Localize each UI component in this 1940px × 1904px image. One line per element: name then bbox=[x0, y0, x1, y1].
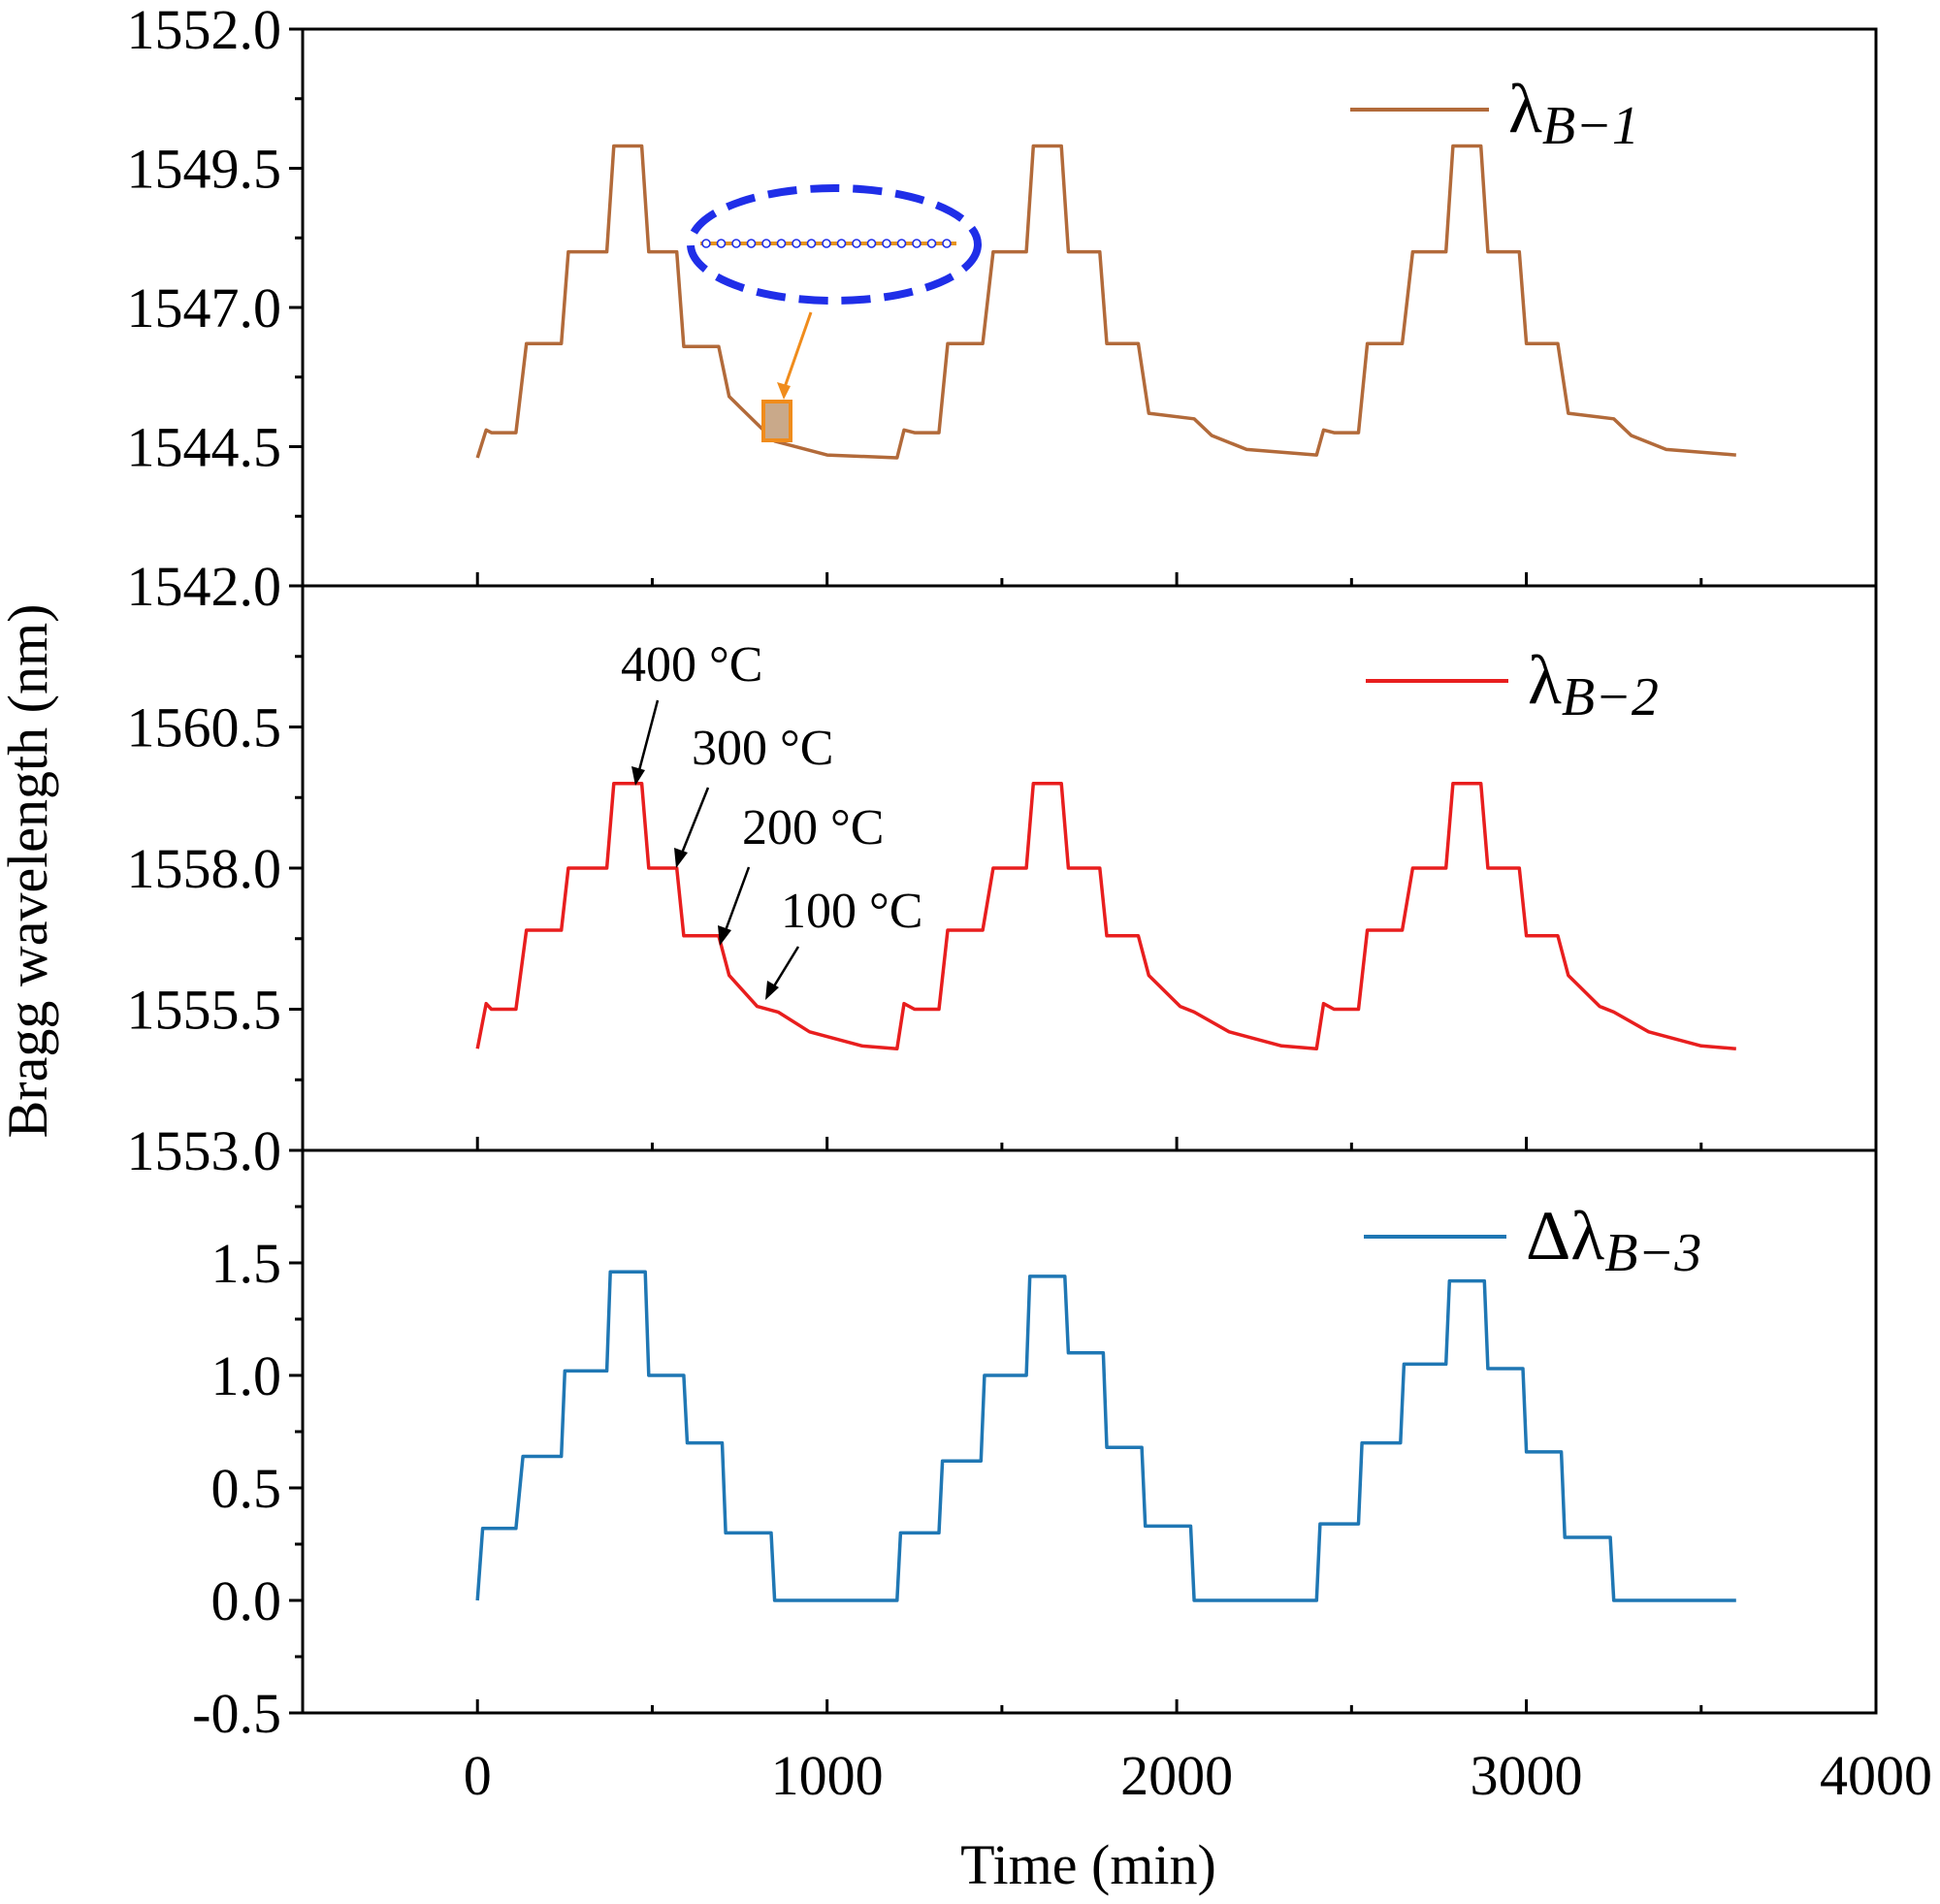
y-axis-title: Bragg wavelength (nm) bbox=[0, 604, 59, 1139]
legend-p1: λB−1 bbox=[1350, 70, 1639, 156]
inset-ellipse bbox=[687, 184, 982, 305]
series-line-p3 bbox=[475, 1270, 1736, 1602]
annot-200-arrow bbox=[723, 866, 751, 934]
series-line-p1 bbox=[475, 144, 1736, 460]
legend-label-p2: λB−2 bbox=[1528, 641, 1659, 727]
annot-300-arrow bbox=[679, 787, 710, 856]
x-axis-title: Time (min) bbox=[960, 1833, 1216, 1896]
panel-1-frame bbox=[301, 27, 1878, 588]
annot-400-arrow bbox=[636, 699, 660, 775]
series-layer bbox=[475, 144, 1736, 1602]
y-tick-label-p2: 1558.0 bbox=[127, 837, 282, 900]
annot-300: 300 °C bbox=[692, 721, 833, 776]
inset-zoom bbox=[687, 184, 982, 442]
annot-100: 100 °C bbox=[781, 884, 922, 939]
inset-dot bbox=[866, 239, 877, 248]
annot-200: 200 °C bbox=[742, 800, 884, 855]
y-tick-label-p3: 0.5 bbox=[211, 1457, 282, 1520]
annot-300-arrowhead bbox=[674, 848, 688, 868]
inset-dot bbox=[731, 239, 741, 248]
inset-dots bbox=[701, 239, 952, 248]
y-tick-label-p2: 1553.0 bbox=[127, 1119, 282, 1182]
annot-200-arrowhead bbox=[718, 925, 731, 946]
inset-dot bbox=[912, 239, 922, 248]
x-tick-label: 3000 bbox=[1471, 1744, 1583, 1807]
annotations: 400 °C 300 °C 200 °C 100 °C bbox=[621, 637, 922, 1000]
inset-dot bbox=[896, 239, 907, 248]
legend-p2: λB−2 bbox=[1366, 641, 1659, 727]
inset-dot bbox=[761, 239, 771, 248]
y-tick-label-p3: 0.0 bbox=[211, 1569, 282, 1632]
zoom-arrow-head bbox=[777, 382, 791, 400]
y-tick-label-p3: 1.5 bbox=[211, 1232, 282, 1295]
zoom-arrow-line bbox=[782, 311, 813, 391]
inset-dot bbox=[701, 239, 711, 248]
inset-dot bbox=[716, 239, 727, 248]
inset-dot bbox=[792, 239, 801, 248]
x-tick-label: 1000 bbox=[771, 1744, 884, 1807]
x-tick-label: 4000 bbox=[1820, 1744, 1932, 1807]
y-tick-label-p1: 1544.5 bbox=[127, 416, 282, 479]
annot-400: 400 °C bbox=[621, 637, 762, 693]
y-tick-label-p1: 1547.0 bbox=[127, 276, 282, 339]
y-tick-label-p2: 1555.5 bbox=[127, 979, 282, 1042]
inset-dot bbox=[852, 239, 861, 248]
y-tick-label-p1: 1549.5 bbox=[127, 138, 282, 201]
x-tick-label: 2000 bbox=[1120, 1744, 1233, 1807]
inset-dot bbox=[882, 239, 891, 248]
x-tick-label: 0 bbox=[464, 1744, 492, 1807]
y-tick-label-p3: 1.0 bbox=[211, 1344, 282, 1407]
legend-p3: ΔλB−3 bbox=[1364, 1197, 1701, 1283]
inset-dot bbox=[822, 239, 831, 248]
inset-dot bbox=[942, 239, 952, 248]
annot-400-arrowhead bbox=[631, 766, 645, 786]
ticks-layer: 1542.0 1544.5 1547.0 1549.5 1552.0 1553.0 1555… bbox=[127, 0, 1933, 1807]
series-line-p2 bbox=[475, 781, 1736, 1050]
legend-label-p3: ΔλB−3 bbox=[1526, 1197, 1701, 1283]
inset-dot bbox=[746, 239, 757, 248]
y-tick-label-p1: 1552.0 bbox=[127, 0, 282, 61]
inset-dot bbox=[806, 239, 817, 248]
inset-dot bbox=[776, 239, 787, 248]
annot-100-arrowhead bbox=[765, 981, 779, 1000]
y-tick-label-p2: 1560.5 bbox=[127, 696, 282, 759]
y-tick-label-p1: 1542.0 bbox=[127, 555, 282, 618]
annot-100-arrow bbox=[770, 946, 800, 990]
legend-label-p1: λB−1 bbox=[1508, 70, 1639, 156]
inset-dot bbox=[926, 239, 937, 248]
inset-dot bbox=[836, 239, 847, 248]
zoom-region-box bbox=[761, 400, 792, 442]
y-tick-label-p3: -0.5 bbox=[192, 1682, 281, 1745]
